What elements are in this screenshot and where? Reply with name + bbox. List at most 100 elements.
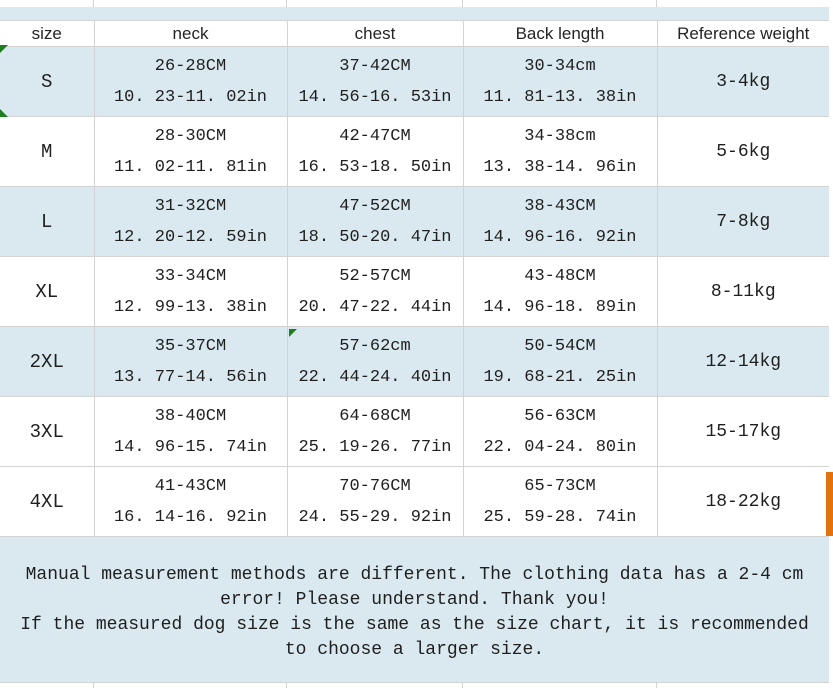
- partial-cell: [287, 0, 463, 7]
- weight-cell: 7-8kg: [656, 186, 829, 257]
- chest-cell: 57-62cm 22. 44-24. 40in: [286, 326, 464, 397]
- back-in: 22. 04-24. 80in: [483, 437, 637, 457]
- size-cell: XL: [0, 256, 95, 327]
- size-table-body: S 26-28CM 10. 23-11. 02in 37-42CM 14. 56-16.…: [0, 46, 829, 537]
- back-in: 13. 38-14. 96in: [483, 157, 637, 177]
- chest-cell: 52-57CM 20. 47-22. 44in: [286, 256, 464, 327]
- weight-cell: 5-6kg: [656, 116, 829, 187]
- chest-cell: 64-68CM 25. 19-26. 77in: [286, 396, 464, 467]
- back-cm: 30-34cm: [524, 56, 596, 76]
- chest-in: 16. 53-18. 50in: [298, 157, 452, 177]
- neck-cell: 26-28CM 10. 23-11. 02in: [93, 46, 288, 117]
- size-cell: 2XL: [0, 326, 95, 397]
- measurement-notes: Manual measurement methods are different…: [0, 537, 829, 682]
- back-cm: 38-43CM: [524, 196, 596, 216]
- back-length-cell: 65-73CM 25. 59-28. 74in: [462, 466, 658, 537]
- column-header-chest: chest: [286, 20, 464, 47]
- partial-cell: [287, 683, 463, 688]
- partial-cell: [463, 0, 657, 7]
- back-cm: 56-63CM: [524, 406, 596, 426]
- partial-row-bottom: [0, 682, 829, 688]
- column-header-size: size: [0, 20, 95, 47]
- back-in: 19. 68-21. 25in: [483, 367, 637, 387]
- neck-cm: 38-40CM: [154, 406, 227, 426]
- back-cm: 43-48CM: [524, 266, 596, 286]
- back-cm: 50-54CM: [524, 336, 596, 356]
- cell-flag-icon: [289, 329, 297, 337]
- chest-cell: 70-76CM 24. 55-29. 92in: [286, 466, 464, 537]
- chest-cell: 47-52CM 18. 50-20. 47in: [286, 186, 464, 257]
- back-length-cell: 43-48CM 14. 96-18. 89in: [462, 256, 658, 327]
- partial-cell: [463, 683, 657, 688]
- neck-in: 16. 14-16. 92in: [113, 507, 268, 527]
- table-row: XL 33-34CM 12. 99-13. 38in 52-57CM 20. 47-22…: [0, 256, 829, 327]
- cell-flag-icon: [0, 45, 8, 53]
- neck-cell: 33-34CM 12. 99-13. 38in: [93, 256, 288, 327]
- back-cm: 65-73CM: [524, 476, 596, 496]
- neck-in: 12. 20-12. 59in: [113, 227, 268, 247]
- back-length-cell: 50-54CM 19. 68-21. 25in: [462, 326, 658, 397]
- chest-cm: 52-57CM: [339, 266, 411, 286]
- chest-in: 18. 50-20. 47in: [298, 227, 452, 247]
- weight-cell: 15-17kg: [656, 396, 829, 467]
- back-length-cell: 38-43CM 14. 96-16. 92in: [462, 186, 658, 257]
- header-row: size neck chest Back length Reference we…: [0, 20, 829, 47]
- neck-cell: 28-30CM 11. 02-11. 81in: [93, 116, 288, 187]
- note-line: Manual measurement methods are different…: [25, 565, 804, 585]
- cell-flag-icon: [0, 109, 8, 117]
- orange-edge-marker: [826, 472, 833, 536]
- neck-cm: 35-37CM: [154, 336, 227, 356]
- table-row: 3XL 38-40CM 14. 96-15. 74in 64-68CM 25. 19-2…: [0, 396, 829, 467]
- weight-cell: 18-22kg: [656, 466, 829, 537]
- note-line: error! Please understand. Thank you!: [220, 590, 609, 610]
- chest-cm: 57-62cm: [339, 336, 411, 356]
- neck-cm: 26-28CM: [154, 56, 227, 76]
- weight-cell: 12-14kg: [656, 326, 829, 397]
- size-table-header: size neck chest Back length Reference we…: [0, 20, 829, 47]
- back-length-cell: 56-63CM 22. 04-24. 80in: [462, 396, 658, 467]
- note-line: to choose a larger size.: [284, 640, 545, 660]
- chest-in: 25. 19-26. 77in: [298, 437, 452, 457]
- note-line: If the measured dog size is the same as …: [20, 615, 809, 635]
- chest-in: 22. 44-24. 40in: [298, 367, 452, 387]
- chest-cm: 47-52CM: [339, 196, 411, 216]
- neck-cm: 33-34CM: [154, 266, 227, 286]
- size-cell: L: [0, 186, 95, 257]
- neck-cell: 38-40CM 14. 96-15. 74in: [93, 396, 288, 467]
- table-row: L 31-32CM 12. 20-12. 59in 47-52CM 18. 50-20.…: [0, 186, 829, 257]
- neck-cell: 41-43CM 16. 14-16. 92in: [93, 466, 288, 537]
- chest-in: 14. 56-16. 53in: [298, 87, 452, 107]
- chest-in: 20. 47-22. 44in: [298, 297, 452, 317]
- size-cell: M: [0, 116, 95, 187]
- column-header-reference-weight: Reference weight: [656, 20, 829, 47]
- table-row: M 28-30CM 11. 02-11. 81in 42-47CM 16. 53-18.…: [0, 116, 829, 187]
- back-in: 14. 96-16. 92in: [483, 227, 637, 247]
- partial-cell: [94, 683, 287, 688]
- neck-cm: 28-30CM: [154, 126, 227, 146]
- size-cell: 3XL: [0, 396, 95, 467]
- chest-cm: 70-76CM: [339, 476, 411, 496]
- partial-cell: [657, 0, 829, 7]
- back-in: 14. 96-18. 89in: [483, 297, 637, 317]
- weight-cell: 8-11kg: [656, 256, 829, 327]
- table-row: S 26-28CM 10. 23-11. 02in 37-42CM 14. 56-16.…: [0, 46, 829, 117]
- neck-cm: 41-43CM: [154, 476, 227, 496]
- partial-cell: [657, 683, 829, 688]
- size-cell: 4XL: [0, 466, 95, 537]
- column-header-back-length: Back length: [462, 20, 658, 47]
- partial-cell: [0, 0, 94, 7]
- partial-cell: [94, 0, 287, 7]
- chest-in: 24. 55-29. 92in: [298, 507, 452, 527]
- partial-row-top: [0, 0, 829, 7]
- back-in: 25. 59-28. 74in: [483, 507, 637, 527]
- table-row: 4XL 41-43CM 16. 14-16. 92in 70-76CM 24. 55-2…: [0, 466, 829, 537]
- table-row: 2XL 35-37CM 13. 77-14. 56in 57-62cm 22. 44-2…: [0, 326, 829, 397]
- merged-blue-band: [0, 7, 829, 20]
- chest-cell: 37-42CM 14. 56-16. 53in: [286, 46, 464, 117]
- chest-cell: 42-47CM 16. 53-18. 50in: [286, 116, 464, 187]
- neck-cell: 35-37CM 13. 77-14. 56in: [93, 326, 288, 397]
- neck-in: 14. 96-15. 74in: [113, 437, 268, 457]
- neck-in: 13. 77-14. 56in: [113, 367, 268, 387]
- back-length-cell: 34-38cm 13. 38-14. 96in: [462, 116, 658, 187]
